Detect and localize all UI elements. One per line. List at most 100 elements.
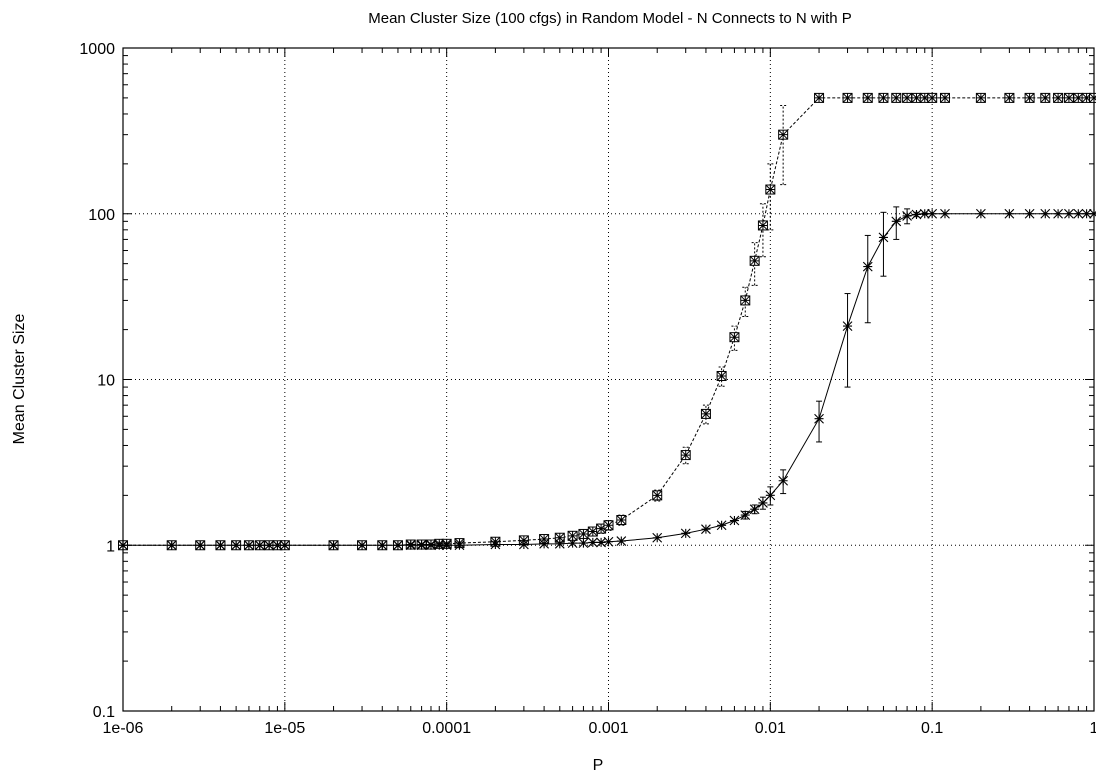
data-point: [902, 211, 912, 221]
data-point: [814, 92, 825, 103]
series-1: [118, 92, 1096, 551]
data-point: [862, 92, 873, 103]
data-point-star: [716, 371, 727, 381]
data-point: [1004, 92, 1015, 103]
data-point: [891, 216, 902, 227]
data-point: [749, 504, 760, 515]
x-tick-label: 1e-06: [103, 720, 144, 737]
data-point-star: [1024, 93, 1035, 103]
data-point: [1040, 208, 1051, 219]
data-point: [716, 520, 727, 531]
data-point-star: [596, 523, 606, 534]
data-point: [652, 490, 663, 501]
data-point: [814, 413, 824, 424]
data-point-star: [567, 530, 578, 541]
data-point-star: [1073, 93, 1084, 103]
data-point: [454, 540, 465, 551]
data-point: [842, 92, 853, 103]
data-point-star: [919, 93, 930, 103]
data-point: [244, 540, 254, 551]
data-point: [778, 475, 789, 486]
data-point: [567, 538, 578, 549]
data-point-star: [1053, 93, 1063, 103]
data-point: [603, 520, 614, 531]
x-tick-label: 1e-05: [264, 720, 305, 737]
data-point-star: [539, 534, 549, 544]
data-point: [927, 92, 938, 103]
y-tick-label: 10: [97, 373, 115, 390]
x-axis-label: P: [593, 757, 604, 774]
data-point: [1064, 208, 1074, 219]
data-point: [927, 208, 938, 219]
y-tick-label: 1: [106, 538, 115, 555]
data-point: [616, 536, 627, 546]
data-point: [911, 92, 922, 103]
data-point: [919, 208, 930, 219]
data-point: [740, 295, 751, 306]
x-tick-label: 0.0001: [422, 720, 471, 737]
data-point-star: [814, 93, 824, 103]
data-point: [1053, 208, 1063, 219]
data-point: [878, 232, 889, 243]
data-point: [231, 540, 242, 551]
data-point: [1089, 208, 1096, 219]
data-point: [518, 539, 529, 550]
data-point: [1040, 92, 1051, 103]
data-point-star: [902, 93, 912, 103]
x-tick-label: 0.001: [588, 720, 628, 737]
chart-title: Mean Cluster Size (100 cfgs) in Random M…: [368, 10, 852, 27]
data-point: [416, 540, 427, 551]
data-point: [578, 528, 589, 539]
data-point: [939, 92, 950, 103]
data-point: [434, 540, 445, 551]
data-point: [1024, 92, 1035, 103]
data-point: [1073, 92, 1084, 103]
data-point: [441, 540, 452, 551]
data-point: [539, 538, 549, 549]
data-point: [680, 450, 691, 461]
series-2: [118, 206, 1096, 551]
y-tick-label: 100: [88, 207, 115, 224]
y-tick-label: 0.1: [93, 704, 115, 721]
data-point-star: [680, 450, 691, 460]
data-point-star: [878, 93, 889, 103]
data-point: [264, 540, 275, 551]
plot-frame: [122, 47, 1095, 712]
data-point: [878, 92, 889, 103]
data-point: [393, 540, 403, 551]
data-point: [195, 540, 206, 551]
data-point-star: [652, 490, 663, 501]
data-point-star: [891, 93, 902, 103]
y-tick-label: 1000: [79, 41, 115, 58]
data-point: [254, 540, 265, 551]
data-point: [328, 540, 339, 551]
plot-area: [118, 92, 1096, 551]
data-point-star: [701, 409, 711, 419]
data-point: [716, 370, 727, 381]
grid-lines: [123, 48, 1094, 711]
data-point: [940, 208, 950, 219]
data-point-star: [740, 295, 751, 306]
data-point: [616, 515, 627, 526]
data-point: [554, 538, 565, 549]
data-point: [862, 261, 873, 272]
data-point: [1073, 208, 1084, 219]
data-point: [758, 498, 768, 508]
data-point: [587, 526, 598, 537]
data-point-star: [1040, 93, 1051, 103]
data-point: [902, 92, 913, 103]
data-point-star: [778, 129, 789, 140]
data-point-star: [976, 93, 986, 103]
data-point: [680, 528, 691, 539]
data-point-star: [578, 529, 589, 539]
axis-ticks: 1e-06 1e-05 0.0001 0.001 0.01 0.1 1 0.1 1 10 100 10…: [79, 41, 1096, 737]
data-point-star: [729, 332, 740, 343]
data-point-star: [927, 93, 938, 103]
data-point: [279, 540, 290, 551]
x-tick-label: 1: [1090, 720, 1096, 737]
data-point: [729, 332, 740, 343]
data-point: [1081, 208, 1092, 219]
data-point: [975, 208, 986, 219]
series-line: [123, 97, 1094, 546]
